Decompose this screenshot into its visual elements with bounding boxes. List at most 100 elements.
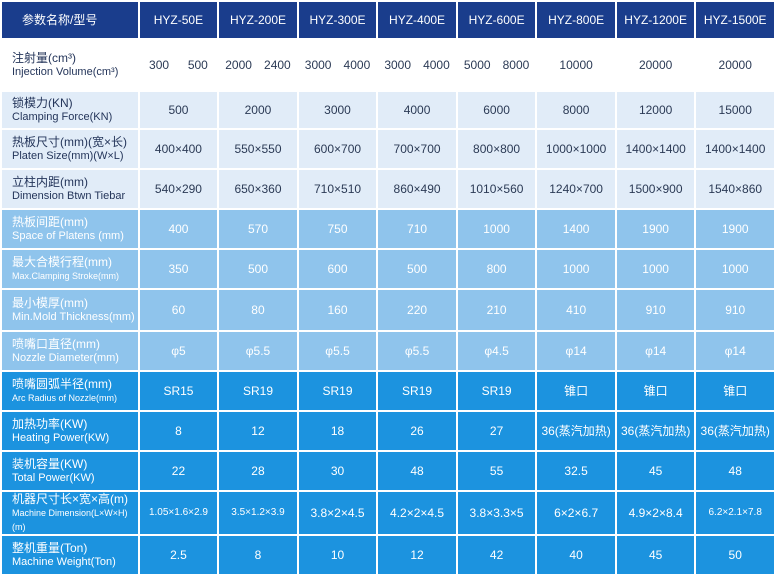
value-part: 3000 (304, 58, 332, 72)
value-cell: 3.8×2×4.5 (298, 492, 377, 534)
value-cell: 700×700 (378, 130, 456, 168)
value-cell: 600 (298, 250, 377, 288)
row-label: 注射量(cm³) Injection Volume(cm³) (2, 40, 138, 90)
label-en: Space of Platens (mm) (12, 230, 124, 242)
table-row: 喷嘴口直径(mm) Nozzle Diameter(mm) φ5 φ5.5 φ5.5 φ5… (2, 332, 774, 370)
value-cell: 10 (298, 536, 377, 574)
header-model: HYZ-600E (457, 2, 536, 38)
value-cell: 4.9×2×8.4 (616, 492, 695, 534)
header-model: HYZ-50E (139, 2, 218, 38)
value-cell: φ5.5 (378, 332, 456, 370)
value-cell: 40 (537, 536, 615, 574)
value-cell: 1010×560 (457, 170, 536, 208)
value-cell: 4.2×2×4.5 (378, 492, 456, 534)
label-en: Max.Clamping Stroke(mm) (12, 271, 120, 281)
row-label: 装机容量(KW) Total Power(KW) (2, 452, 138, 490)
value-cell: 1000 (696, 250, 774, 288)
table-row: 整机重量(Ton) Machine Weight(Ton) 2.5 8 10 12 42 40… (2, 536, 774, 574)
value-part: 2400 (264, 58, 291, 72)
value-cell: 2000 (219, 92, 297, 128)
value-cell: 500 (139, 92, 218, 128)
label-en: Injection Volume(cm³) (12, 66, 119, 78)
value-cell: 3000 4000 (298, 40, 377, 90)
value-part: 2000 (225, 58, 252, 72)
value-cell: 36(蒸汽加热) (616, 412, 695, 450)
table-row: 锁模力(KN) Clamping Force(KN) 500 2000 3000 4000… (2, 92, 774, 128)
value-cell: 32.5 (537, 452, 615, 490)
label-cn: 热板尺寸(mm)(宽×长) (12, 135, 127, 149)
value-cell: 300 500 (139, 40, 218, 90)
value-part: 3000 (384, 58, 412, 72)
value-cell: 3.8×3.3×5 (457, 492, 536, 534)
value-cell: 48 (378, 452, 456, 490)
value-cell: 12 (219, 412, 297, 450)
value-cell: 160 (298, 290, 377, 330)
label-en: Min.Mold Thickness(mm) (12, 311, 135, 323)
value-cell: φ4.5 (457, 332, 536, 370)
row-label: 热板间距(mm) Space of Platens (mm) (2, 210, 138, 248)
value-cell: 400×400 (139, 130, 218, 168)
value-cell: 锥口 (616, 372, 695, 410)
header-model: HYZ-1200E (616, 2, 695, 38)
value-cell: 220 (378, 290, 456, 330)
value-cell: 410 (537, 290, 615, 330)
value-cell: 48 (696, 452, 774, 490)
header-model: HYZ-300E (298, 2, 377, 38)
value-cell: 1900 (696, 210, 774, 248)
value-cell: 12 (378, 536, 456, 574)
value-cell: 650×360 (219, 170, 297, 208)
value-cell: SR19 (298, 372, 377, 410)
value-cell: 910 (616, 290, 695, 330)
label-cn: 加热功率(KW) (12, 417, 88, 431)
value-cell: 36(蒸汽加热) (696, 412, 774, 450)
label-cn: 注射量(cm³) (12, 51, 76, 65)
label-cn: 装机容量(KW) (12, 457, 88, 471)
value-part: 4000 (423, 58, 450, 72)
value-cell: 1000×1000 (537, 130, 615, 168)
value-cell: 2000 2400 (219, 40, 297, 90)
table-row: 最小模厚(mm) Min.Mold Thickness(mm) 60 80 160 220… (2, 290, 774, 330)
value-cell: 27 (457, 412, 536, 450)
row-label: 最大合模行程(mm) Max.Clamping Stroke(mm) (2, 250, 138, 288)
table-row: 机器尺寸长×宽×高(m) Machine Dimension(L×W×H)(m) 1… (2, 492, 774, 534)
header-model: HYZ-1500E (696, 2, 774, 38)
value-cell: φ14 (616, 332, 695, 370)
value-cell: SR19 (219, 372, 297, 410)
value-cell: 3000 4000 (378, 40, 456, 90)
value-cell: φ5.5 (298, 332, 377, 370)
value-cell: 6000 (457, 92, 536, 128)
value-cell: 8000 (537, 92, 615, 128)
label-en: Machine Dimension(L×W×H)(m) (12, 508, 128, 532)
value-cell: 2.5 (139, 536, 218, 574)
header-model: HYZ-400E (378, 2, 456, 38)
value-cell: 710 (378, 210, 456, 248)
value-cell: 12000 (616, 92, 695, 128)
label-cn: 最大合模行程(mm) (12, 255, 112, 269)
table-row: 喷嘴圆弧半径(mm) Arc Radius of Nozzle(mm) SR15 SR… (2, 372, 774, 410)
value-cell: 8 (139, 412, 218, 450)
row-label: 加热功率(KW) Heating Power(KW) (2, 412, 138, 450)
value-cell: 20000 (696, 40, 774, 90)
header-model: HYZ-200E (219, 2, 297, 38)
value-cell: 22 (139, 452, 218, 490)
label-en: Nozzle Diameter(mm) (12, 352, 119, 364)
label-cn: 最小模厚(mm) (12, 296, 88, 310)
value-part: 8000 (502, 58, 530, 72)
value-cell: φ5 (139, 332, 218, 370)
label-en: Heating Power(KW) (12, 432, 110, 444)
value-cell: 锥口 (537, 372, 615, 410)
value-cell: 36(蒸汽加热) (537, 412, 615, 450)
value-cell: 550×550 (219, 130, 297, 168)
value-cell: 6.2×2.1×7.8 (696, 492, 774, 534)
value-cell: 4000 (378, 92, 456, 128)
value-part: 5000 (463, 58, 491, 72)
value-cell: 1500×900 (616, 170, 695, 208)
value-cell: 50 (696, 536, 774, 574)
label-cn: 热板间距(mm) (12, 215, 88, 229)
value-cell: 710×510 (298, 170, 377, 208)
value-cell: 1240×700 (537, 170, 615, 208)
value-cell: 910 (696, 290, 774, 330)
row-label: 喷嘴圆弧半径(mm) Arc Radius of Nozzle(mm) (2, 372, 138, 410)
value-cell: 750 (298, 210, 377, 248)
